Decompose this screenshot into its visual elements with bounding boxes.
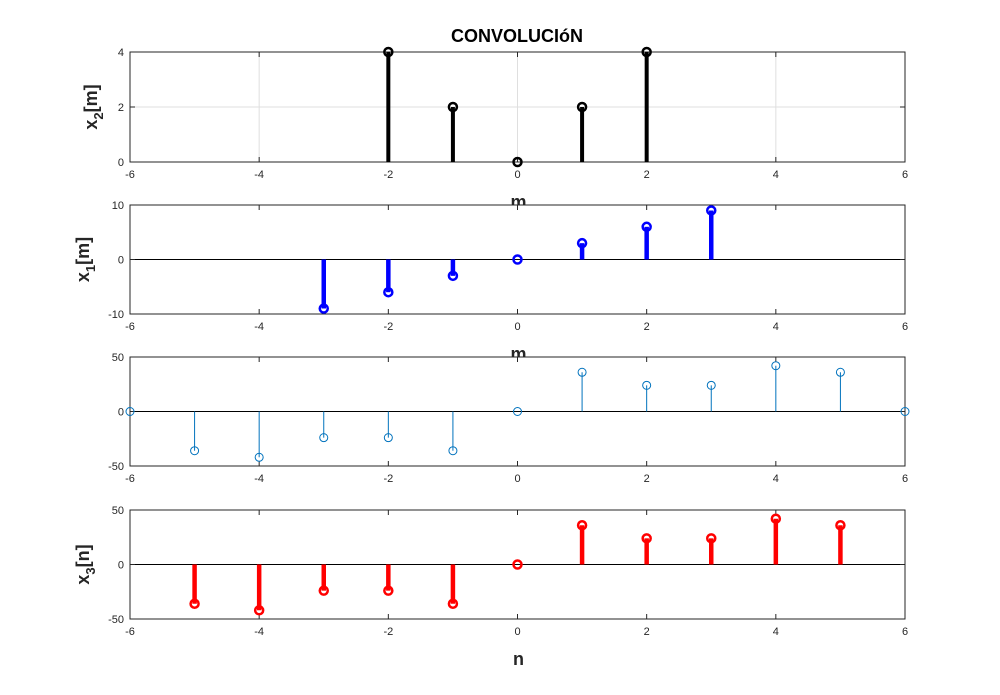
y-axis-label: x2[m]: [81, 84, 106, 129]
stem-marker: [641, 46, 652, 58]
stem-marker: [771, 361, 781, 371]
y-tick-label: -50: [108, 461, 124, 473]
x-tick-label: -6: [125, 473, 135, 485]
x-tick-label: -2: [383, 473, 393, 485]
stem-marker: [512, 156, 523, 168]
x-tick-label: 2: [644, 473, 650, 485]
stem-marker: [835, 367, 845, 377]
stem-marker: [706, 380, 716, 390]
y-axis-label: x3[n]: [73, 544, 98, 584]
x-axis-label: n: [513, 649, 524, 669]
x-tick-label: 0: [514, 169, 520, 181]
stem-marker: [512, 254, 523, 265]
stem-marker: [318, 303, 329, 314]
stem-marker: [447, 598, 459, 609]
x-tick-label: 4: [773, 626, 779, 638]
x-tick-label: -6: [125, 626, 135, 638]
stem-marker: [642, 380, 652, 390]
x-tick-label: 2: [644, 169, 650, 181]
y-tick-label: 0: [118, 157, 124, 169]
y-tick-label: -10: [108, 309, 124, 321]
x-tick-label: 4: [773, 169, 779, 181]
y-tick-label: 50: [112, 505, 124, 517]
x-tick-label: 4: [773, 321, 779, 333]
x-tick-label: -2: [383, 626, 393, 638]
x-tick-label: 0: [514, 473, 520, 485]
y-tick-label: 4: [118, 47, 124, 59]
stem-marker: [576, 520, 588, 531]
stem-marker: [641, 533, 652, 544]
y-tick-label: 2: [118, 102, 124, 114]
x-tick-label: 2: [644, 626, 650, 638]
y-tick-label: 0: [118, 407, 124, 419]
stem-marker: [641, 221, 652, 233]
stem-marker: [319, 433, 329, 443]
stem-marker: [318, 585, 329, 596]
x-tick-label: -4: [254, 321, 264, 333]
stem-marker: [383, 46, 394, 58]
x-tick-label: -6: [125, 169, 135, 181]
x-tick-label: -2: [383, 321, 393, 333]
x-tick-label: 6: [902, 321, 908, 333]
stem-marker: [512, 559, 523, 570]
y-tick-label: 50: [112, 352, 124, 364]
stem-marker: [576, 237, 588, 249]
stem-marker: [576, 101, 588, 113]
stem-marker: [577, 367, 587, 377]
y-tick-label: -50: [108, 614, 124, 626]
x-tick-label: 6: [902, 169, 908, 181]
x-tick-label: 0: [514, 626, 520, 638]
y-tick-label: 0: [118, 255, 124, 267]
x-tick-label: 6: [902, 473, 908, 485]
stem-marker: [513, 407, 522, 416]
stem-marker: [706, 533, 717, 544]
x-tick-label: -6: [125, 321, 135, 333]
stem-marker: [770, 513, 782, 524]
x-tick-label: 2: [644, 321, 650, 333]
stem-marker: [253, 605, 265, 616]
x-tick-label: -4: [254, 626, 264, 638]
stem-marker: [125, 407, 135, 416]
stem-marker: [254, 452, 264, 462]
stem-marker: [190, 446, 200, 456]
x-tick-label: 6: [902, 626, 908, 638]
y-axis-label: x1[m]: [73, 237, 98, 282]
x-tick-label: 4: [773, 473, 779, 485]
stem-marker: [706, 205, 717, 216]
y-tick-label: 10: [112, 200, 124, 212]
stem-marker: [835, 520, 846, 531]
subplot-4: -6 -4 -2 0 2 4 6 -50 0 50 x3[n] n: [73, 505, 908, 669]
subplot-3: -6 -4 -2 0 2 4 6 -50 0 50: [108, 352, 910, 485]
x-tick-label: -4: [254, 169, 264, 181]
stem-marker: [383, 286, 394, 298]
stem-marker: [383, 433, 393, 443]
x-tick-label: -2: [383, 169, 393, 181]
y-tick-label: 0: [118, 560, 124, 572]
stem-marker: [448, 446, 458, 456]
stem-marker: [447, 101, 459, 113]
figure-title: CONVOLUCIóN: [451, 26, 583, 46]
x-tick-label: -4: [254, 473, 264, 485]
stem-marker: [383, 585, 394, 596]
stem-marker: [900, 407, 910, 416]
x-tick-label: 0: [514, 321, 520, 333]
stem-marker: [189, 598, 200, 609]
stem-marker: [447, 270, 459, 282]
